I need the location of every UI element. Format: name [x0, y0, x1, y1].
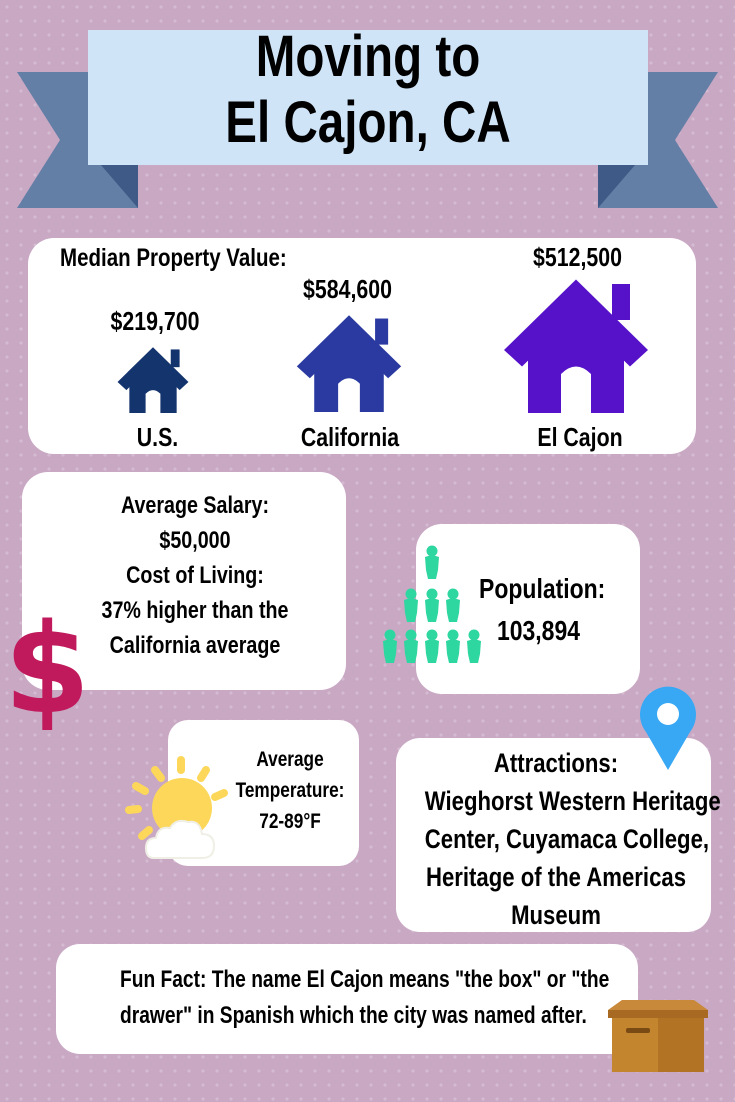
salary-card — [22, 472, 346, 690]
banner-ribbon — [17, 30, 718, 208]
average-salary-value: $50,000 — [159, 527, 231, 554]
attraction-line-1: Wieghorst Western Heritage — [424, 786, 721, 816]
property-value-el-cajon: $512,500 — [533, 242, 622, 272]
salary-text: Average Salary: $50,000 Cost of Living: … — [68, 488, 322, 663]
fun-fact-card — [56, 944, 638, 1054]
cost-of-living-value-1: 37% higher than the — [101, 597, 289, 624]
attractions-heading: Attractions: — [493, 748, 619, 778]
page-title: Moving to El Cajon, CA — [138, 24, 597, 156]
people-icon — [383, 545, 481, 663]
house-icon-el-cajon — [504, 279, 648, 413]
property-value-us: $219,700 — [110, 306, 200, 336]
dollar-sign-icon: $ — [4, 598, 91, 742]
temperature-text: Average Temperature: 72-89°F — [234, 744, 346, 837]
property-label-us: U.S. — [136, 422, 179, 452]
attractions-card — [396, 738, 711, 932]
property-heading: Median Property Value: — [60, 244, 287, 272]
attraction-line-2: Center, Cuyamaca College, — [424, 824, 710, 854]
cost-of-living-label: Cost of Living: — [126, 562, 264, 589]
cost-of-living-value-2: California average — [109, 632, 281, 659]
fun-fact-line-1: Fun Fact: The name El Cajon means "the b… — [120, 966, 610, 993]
attraction-line-3: Heritage of the Americas — [425, 862, 687, 892]
temperature-value: 72-89°F — [259, 810, 321, 833]
house-icon-california — [296, 315, 402, 412]
map-pin-icon — [640, 686, 696, 770]
house-icon-us — [117, 347, 189, 413]
population-value: 103,894 — [497, 615, 580, 646]
fun-fact-line-2: drawer" in Spanish which the city was na… — [120, 1002, 587, 1029]
property-label-el-cajon: El Cajon — [537, 422, 623, 452]
temperature-label-1: Average — [256, 748, 324, 771]
temperature-label-2: Temperature: — [235, 779, 345, 802]
attraction-line-4: Museum — [511, 900, 601, 930]
average-salary-label: Average Salary: — [120, 492, 270, 519]
attractions-text: Attractions: Wieghorst Western Heritage … — [424, 744, 721, 934]
fun-fact-text: Fun Fact: The name El Cajon means "the b… — [120, 962, 610, 1034]
box-icon — [608, 1000, 708, 1072]
population-text: Population: 103,894 — [479, 568, 606, 652]
title-line-2: El Cajon, CA — [225, 90, 511, 155]
sun-cloud-icon — [125, 756, 228, 859]
property-value-california: $584,600 — [303, 274, 392, 304]
population-label: Population: — [479, 573, 606, 604]
property-label-california: California — [300, 422, 400, 452]
title-line-1: Moving to — [255, 24, 481, 89]
